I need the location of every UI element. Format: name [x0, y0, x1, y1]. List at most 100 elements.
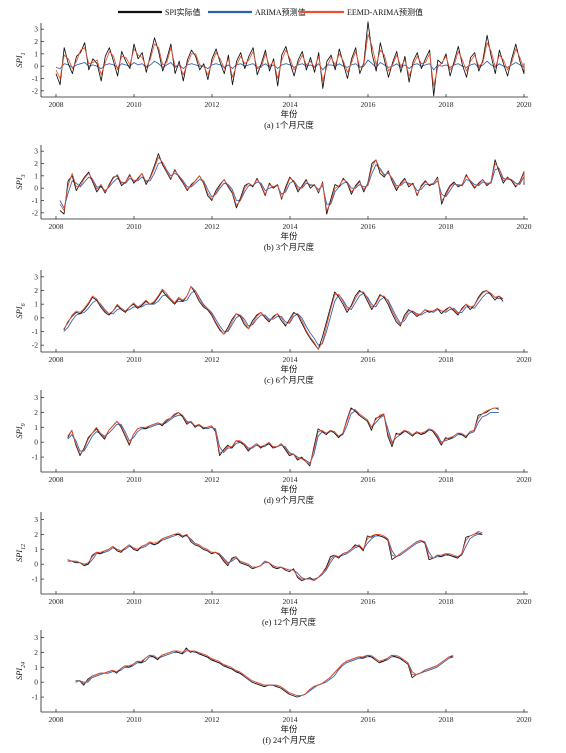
y-tick-label: -2	[32, 208, 38, 217]
x-tick-label: 2020	[517, 100, 532, 109]
y-axis-label: SPI1	[14, 52, 27, 67]
y-tick-label: 2	[34, 408, 38, 417]
legend-item: EEMD-ARIMA预测值	[300, 7, 423, 17]
x-tick-label: 2020	[517, 355, 532, 364]
x-tick-label: 2014	[283, 475, 298, 484]
x-tick-label: 2010	[127, 597, 142, 606]
x-tick-label: 2020	[517, 222, 532, 231]
panel-caption: (e) 12个月尺度	[262, 617, 317, 627]
y-tick-label: 2	[34, 37, 38, 46]
x-tick-label: 2008	[49, 355, 64, 364]
x-tick-label: 2018	[439, 597, 454, 606]
x-tick-label: 2010	[127, 222, 142, 231]
y-axis-label: SPI9	[14, 423, 27, 438]
y-tick-label: 3	[34, 633, 38, 642]
chart-panel: -2 -1 0 1 2 3 2008 2010 2012 2014 2016 2018 2020 SPI6…	[14, 270, 532, 385]
chart-panel: -1 0 1 2 3 2008 2010 2012 2014 2016 2018 2020 SPI24 年…	[14, 630, 532, 745]
x-tick-label: 2014	[283, 355, 298, 364]
series-line	[75, 650, 454, 697]
x-tick-label: 2016	[361, 100, 376, 109]
series-line	[67, 533, 483, 580]
x-tick-label: 2018	[439, 715, 454, 724]
x-tick-label: 2010	[127, 100, 142, 109]
series-line	[59, 156, 525, 211]
chart-panel: -1 0 1 2 3 2008 2010 2012 2014 2016 2018 2020 SPI9 年份…	[14, 390, 532, 505]
x-tick-label: 2016	[361, 475, 376, 484]
y-tick-label: -1	[32, 693, 38, 702]
y-tick-label: -1	[32, 575, 38, 584]
y-tick-label: 1	[34, 49, 38, 58]
x-tick-label: 2012	[205, 715, 220, 724]
chart-panel: -2 -1 0 1 2 3 2008 2010 2012 2014 2016 2018 2020 SPI1…	[14, 21, 532, 130]
y-tick-label: 2	[34, 159, 38, 168]
y-axis-label: SPI3	[14, 174, 27, 189]
x-tick-label: 2014	[283, 100, 298, 109]
series-line	[67, 530, 483, 582]
y-tick-label: 1	[34, 545, 38, 554]
chart-panel: -1 0 1 2 3 2008 2010 2012 2014 2016 2018 2020 SPI12 年…	[14, 512, 532, 627]
x-tick-label: 2010	[127, 715, 142, 724]
y-tick-label: 1	[34, 171, 38, 180]
x-axis-label: 年份	[280, 231, 298, 241]
x-tick-label: 2020	[517, 475, 532, 484]
y-tick-label: 3	[34, 25, 38, 34]
x-tick-label: 2012	[205, 597, 220, 606]
y-tick-label: 1	[34, 663, 38, 672]
y-tick-label: 0	[34, 560, 38, 569]
series-line	[63, 285, 504, 350]
x-tick-label: 2018	[439, 222, 454, 231]
x-tick-label: 2008	[49, 100, 64, 109]
x-tick-label: 2016	[361, 715, 376, 724]
x-tick-label: 2014	[283, 715, 298, 724]
y-tick-label: 3	[34, 515, 38, 524]
y-tick-label: 3	[34, 393, 38, 402]
series-line	[63, 290, 504, 346]
x-tick-label: 2008	[49, 475, 64, 484]
y-tick-label: 2	[34, 530, 38, 539]
series-line	[55, 33, 525, 87]
panel-caption: (d) 9个月尺度	[264, 495, 315, 505]
y-tick-label: 2	[34, 648, 38, 657]
series-line	[63, 285, 504, 350]
x-axis-label: 年份	[280, 724, 298, 734]
x-tick-label: 2012	[205, 100, 220, 109]
y-tick-label: -1	[32, 453, 38, 462]
y-tick-label: -1	[32, 327, 38, 336]
x-axis-label: 年份	[280, 606, 298, 616]
y-axis-label: SPI12	[14, 544, 27, 562]
series-line	[67, 407, 499, 465]
x-axis-label: 年份	[280, 364, 298, 374]
legend-item: ARIMA预测值	[208, 7, 306, 17]
x-tick-label: 2020	[517, 715, 532, 724]
x-axis-label: 年份	[280, 484, 298, 494]
y-tick-label: -1	[32, 74, 38, 83]
x-tick-label: 2010	[127, 355, 142, 364]
y-tick-label: 0	[34, 62, 38, 71]
x-tick-label: 2014	[283, 597, 298, 606]
y-tick-label: 3	[34, 272, 38, 281]
y-tick-label: 1	[34, 423, 38, 432]
y-tick-label: -1	[32, 196, 38, 205]
x-tick-label: 2020	[517, 597, 532, 606]
y-tick-label: -2	[32, 86, 38, 95]
x-tick-label: 2008	[49, 597, 64, 606]
x-tick-label: 2016	[361, 222, 376, 231]
x-tick-label: 2010	[127, 475, 142, 484]
panel-caption: (a) 1个月尺度	[264, 120, 314, 130]
y-tick-label: 2	[34, 286, 38, 295]
x-tick-label: 2012	[205, 475, 220, 484]
panel-caption: (f) 24个月尺度	[262, 735, 316, 745]
legend-label: ARIMA预测值	[255, 7, 306, 17]
legend-label: EEMD-ARIMA预测值	[347, 7, 423, 17]
y-tick-label: 1	[34, 300, 38, 309]
panel-caption: (b) 3个月尺度	[264, 242, 315, 252]
y-tick-label: 3	[34, 147, 38, 156]
x-tick-label: 2008	[49, 222, 64, 231]
series-line	[59, 161, 525, 209]
legend-label: SPI实际值	[165, 7, 201, 17]
x-tick-label: 2012	[205, 355, 220, 364]
chart-panel: -2 -1 0 1 2 3 2008 2010 2012 2014 2016 2018 2020 SPI3…	[14, 145, 532, 252]
y-tick-label: 0	[34, 438, 38, 447]
